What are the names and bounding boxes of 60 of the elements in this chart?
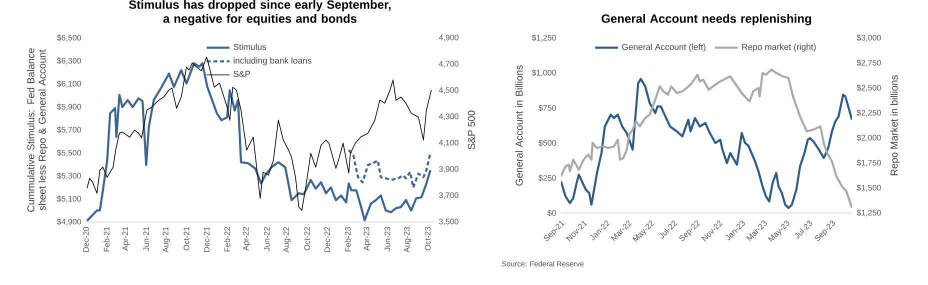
- y2-tick-label: $2,250: [856, 110, 881, 116]
- y2-tick-label: 4,900: [438, 34, 458, 42]
- x-tick-label: Jun-22: [264, 227, 270, 252]
- x-tick-label: Oct-21: [184, 227, 190, 250]
- y2-tick-label: $1,500: [856, 184, 881, 192]
- y2-tick-label: $1,250: [856, 209, 881, 216]
- x-tick-label: Aug-22: [283, 227, 291, 252]
- x-tick-label: Apr-22: [243, 227, 250, 251]
- x-tick-label: Apr-21: [122, 227, 130, 251]
- y-tick-label: $5,100: [56, 196, 81, 202]
- x-tick-label: Dec-22: [324, 227, 330, 252]
- y-tick-label: $250: [538, 174, 556, 182]
- x-tick-label: Dec-20: [83, 227, 89, 252]
- y-tick-label: $4,900: [56, 218, 81, 226]
- y-tick-label: $1,000: [532, 70, 556, 76]
- x-tick-label: Dec-21: [204, 227, 210, 252]
- y-tick-label: $6,300: [56, 58, 81, 64]
- x-tick-label: Feb-23: [344, 227, 351, 252]
- y2-axis-title: S&P 500: [468, 110, 475, 150]
- x-tick-label: Feb-22: [224, 227, 230, 252]
- y-tick-label: $6,500: [56, 34, 81, 42]
- x-tick-label: Jun-23: [384, 227, 390, 252]
- chart-title: General Account needs replenishing: [602, 14, 812, 26]
- x-tick-label: Jun-21: [143, 227, 149, 252]
- y2-tick-label: 4,700: [438, 60, 458, 68]
- y-axis-title: Cummulative Stimulus: Fed Balance sheet less Repo & General Account: [27, 48, 48, 212]
- y-tick-label: $5,900: [56, 104, 81, 110]
- legend-label: S&P: [234, 70, 250, 77]
- y-tick-label: $6,100: [56, 80, 81, 88]
- y2-axis-title: Repo Market in billions: [890, 75, 900, 176]
- x-tick-label: Oct-22: [304, 227, 310, 250]
- y-tick-label: $500: [538, 140, 556, 146]
- y2-tick-label: $1,750: [856, 160, 881, 166]
- y2-tick-label: 4,300: [438, 114, 458, 120]
- y-tick-label: $5,300: [56, 172, 81, 180]
- y2-tick-label: $2,000: [856, 134, 881, 142]
- legend-label: including bank loans: [234, 57, 312, 66]
- legend-label: Stimulus: [234, 44, 266, 50]
- y2-tick-label: 4,500: [438, 87, 458, 94]
- y2-tick-label: 3,500: [439, 218, 458, 226]
- x-tick-label: Oct-23: [424, 227, 431, 250]
- legend-label: General Account (left): [622, 44, 706, 52]
- y-tick-label: $0: [547, 210, 556, 216]
- y-tick-label: $5,700: [56, 126, 81, 134]
- legend-label: Repo market (right): [742, 44, 816, 52]
- y2-tick-label: $2,750: [856, 60, 881, 66]
- x-tick-label: Apr-23: [364, 227, 371, 251]
- y-tick-label: $1,250: [532, 34, 556, 42]
- chart-title: Stimulus has dropped since early September, a negative for equities and bonds: [129, 0, 391, 26]
- x-tick-label: Aug-23: [404, 227, 412, 252]
- y2-tick-label: $2,500: [856, 84, 881, 92]
- y2-tick-label: 3,700: [439, 192, 458, 200]
- x-tick-label: Aug-21: [162, 227, 170, 252]
- x-tick-label: Feb-21: [104, 227, 110, 252]
- y-axis-title: General Account in Billions: [515, 65, 523, 186]
- y2-tick-label: $3,000: [856, 34, 881, 42]
- y2-tick-label: 3,900: [439, 166, 458, 173]
- y-tick-label: $5,500: [56, 150, 81, 156]
- y2-tick-label: 4,100: [438, 140, 458, 146]
- y-tick-label: $750: [538, 104, 556, 112]
